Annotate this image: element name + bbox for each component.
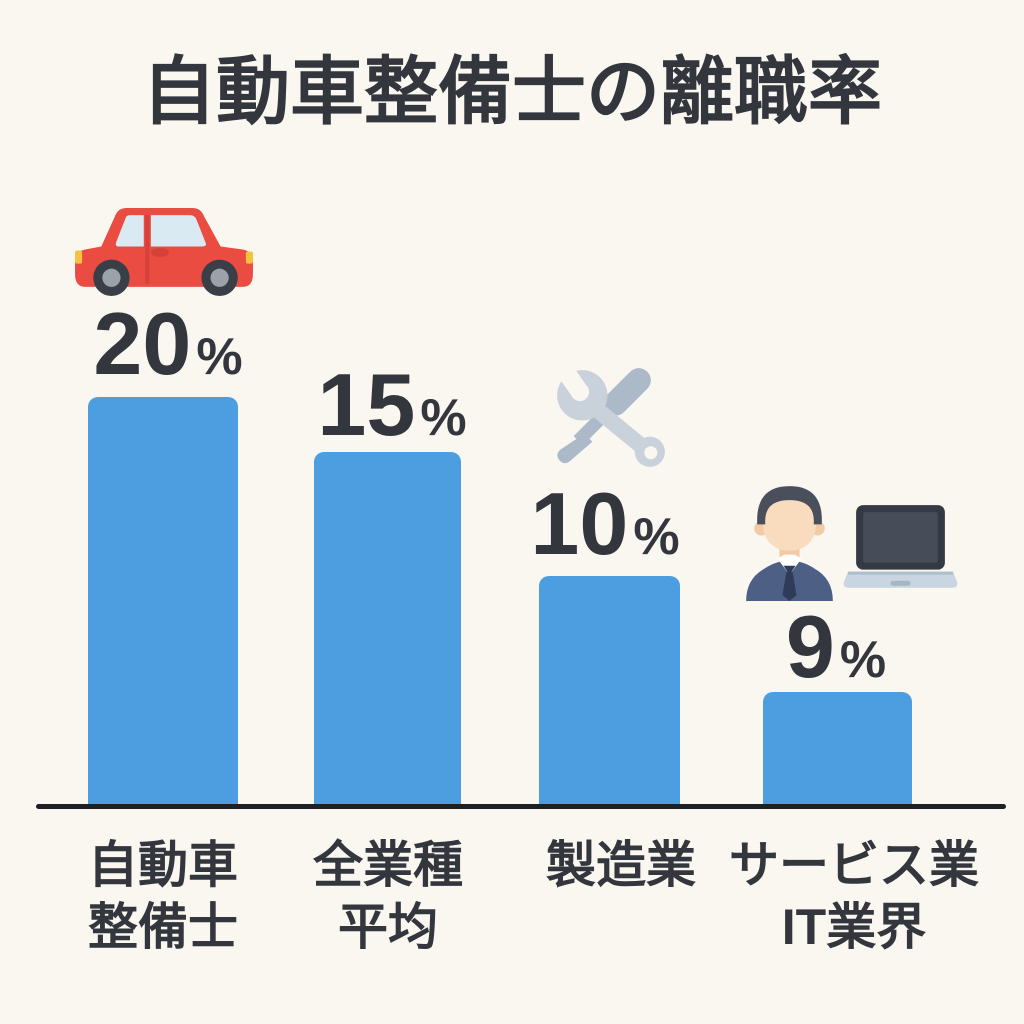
category-line: 整備士 — [88, 899, 238, 955]
businessman-icon-svg — [746, 486, 833, 601]
category-line: 全業種 — [313, 837, 463, 893]
category-line: IT業界 — [781, 899, 927, 955]
wrench-screwdriver-icon — [542, 360, 673, 469]
x-axis-line — [36, 804, 1006, 809]
category-label-manufacturing: 製造業 — [490, 834, 752, 896]
page-title: 自動車整備士の離職率 — [142, 50, 882, 133]
businessman-icon — [744, 478, 835, 601]
value-number: 15 — [317, 355, 416, 454]
value-percent-sign: % — [633, 508, 680, 566]
bar-mechanic — [88, 397, 238, 806]
value-label-manufacturing: 10 % — [495, 480, 715, 568]
laptop-icon-svg — [843, 505, 958, 588]
category-line: サービス業 — [729, 837, 979, 893]
wrench-screwdriver-icon-svg — [552, 360, 665, 467]
value-label-all-industry: 15 % — [282, 361, 502, 449]
bar-manufacturing — [539, 576, 680, 806]
laptop-icon — [843, 505, 958, 596]
value-number: 20 — [93, 294, 192, 393]
value-percent-sign: % — [420, 389, 467, 447]
category-label-service-it: サービス業 IT業界 — [723, 834, 985, 958]
bar-all-industry — [314, 452, 461, 806]
category-line: 平均 — [338, 899, 438, 955]
category-line: 製造業 — [546, 837, 696, 893]
category-line: 自動車 — [88, 837, 238, 893]
value-label-service-it: 9 % — [726, 603, 946, 691]
red-car-icon-svg — [75, 208, 253, 296]
value-number: 9 — [785, 597, 835, 696]
value-label-mechanic: 20 % — [58, 300, 278, 388]
red-car-icon — [73, 205, 255, 298]
category-label-mechanic: 自動車 整備士 — [32, 834, 294, 958]
bar-service-it — [763, 692, 912, 806]
value-number: 10 — [530, 474, 629, 573]
value-percent-sign: % — [839, 631, 887, 689]
value-percent-sign: % — [196, 328, 243, 386]
category-label-all-industry: 全業種 平均 — [257, 834, 519, 958]
